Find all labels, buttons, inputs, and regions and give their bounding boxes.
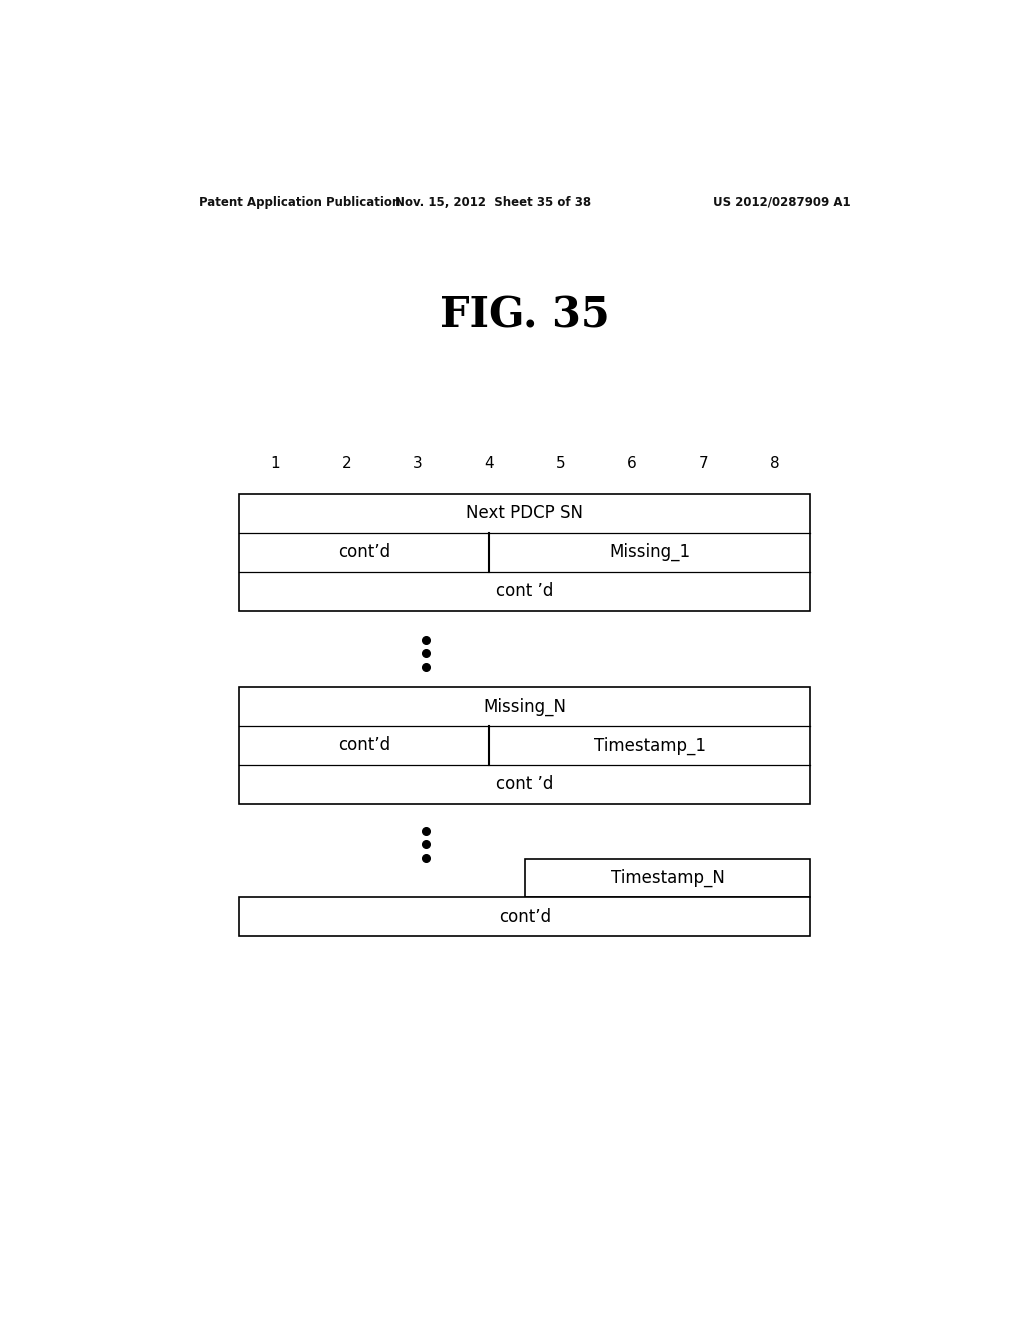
Bar [524,859,810,898]
Text: FIG. 35: FIG. 35 [440,294,609,337]
Text: 5: 5 [556,457,565,471]
Text: Timestamp_N: Timestamp_N [610,869,725,887]
Text: cont ’d: cont ’d [496,775,554,793]
Text: Missing_N: Missing_N [483,697,566,715]
Text: 3: 3 [413,457,423,471]
Bar [240,898,811,936]
Text: cont’d: cont’d [499,908,551,925]
Text: 2: 2 [341,457,351,471]
Text: 1: 1 [270,457,280,471]
Text: 6: 6 [627,457,637,471]
Text: 8: 8 [770,457,779,471]
Text: Nov. 15, 2012  Sheet 35 of 38: Nov. 15, 2012 Sheet 35 of 38 [395,195,591,209]
Text: Next PDCP SN: Next PDCP SN [466,504,584,523]
Text: Patent Application Publication: Patent Application Publication [200,195,400,209]
Text: 7: 7 [698,457,709,471]
Text: 4: 4 [484,457,494,471]
Text: Missing_1: Missing_1 [609,543,690,561]
Text: Timestamp_1: Timestamp_1 [594,737,706,755]
Bar [240,494,811,611]
Bar [240,686,811,804]
Text: cont ’d: cont ’d [496,582,554,601]
Text: cont’d: cont’d [338,544,390,561]
Text: US 2012/0287909 A1: US 2012/0287909 A1 [713,195,850,209]
Text: cont’d: cont’d [338,737,390,754]
